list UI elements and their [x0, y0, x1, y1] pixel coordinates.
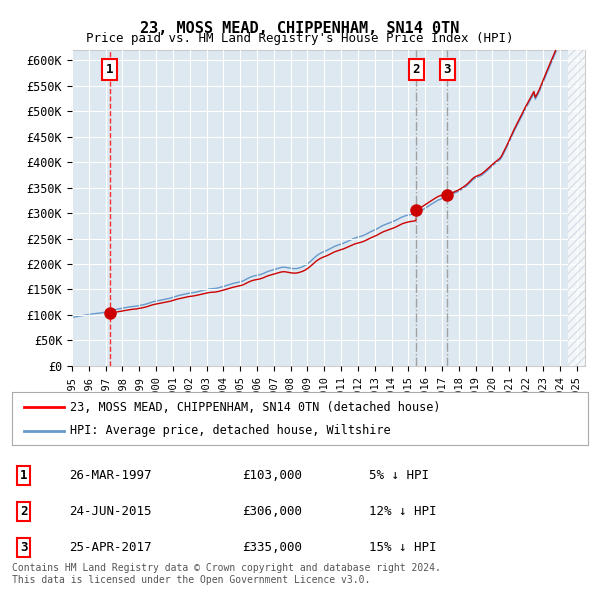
Text: 26-MAR-1997: 26-MAR-1997 — [70, 469, 152, 482]
Text: 2: 2 — [20, 505, 27, 518]
Text: This data is licensed under the Open Government Licence v3.0.: This data is licensed under the Open Gov… — [12, 575, 370, 585]
Text: £103,000: £103,000 — [242, 469, 302, 482]
Text: 24-JUN-2015: 24-JUN-2015 — [70, 505, 152, 518]
Text: HPI: Average price, detached house, Wiltshire: HPI: Average price, detached house, Wilt… — [70, 424, 390, 437]
Text: Price paid vs. HM Land Registry's House Price Index (HPI): Price paid vs. HM Land Registry's House … — [86, 32, 514, 45]
Text: £335,000: £335,000 — [242, 541, 302, 554]
Text: Contains HM Land Registry data © Crown copyright and database right 2024.: Contains HM Land Registry data © Crown c… — [12, 562, 441, 572]
Text: 3: 3 — [443, 63, 451, 76]
Polygon shape — [568, 50, 585, 366]
Text: 1: 1 — [20, 469, 27, 482]
Text: 23, MOSS MEAD, CHIPPENHAM, SN14 0TN (detached house): 23, MOSS MEAD, CHIPPENHAM, SN14 0TN (det… — [70, 401, 440, 414]
Text: £306,000: £306,000 — [242, 505, 302, 518]
Text: 25-APR-2017: 25-APR-2017 — [70, 541, 152, 554]
Text: 2: 2 — [413, 63, 420, 76]
Text: 15% ↓ HPI: 15% ↓ HPI — [369, 541, 437, 554]
Text: 5% ↓ HPI: 5% ↓ HPI — [369, 469, 429, 482]
Text: 3: 3 — [20, 541, 27, 554]
Text: 23, MOSS MEAD, CHIPPENHAM, SN14 0TN: 23, MOSS MEAD, CHIPPENHAM, SN14 0TN — [140, 21, 460, 35]
Text: 12% ↓ HPI: 12% ↓ HPI — [369, 505, 437, 518]
Text: 1: 1 — [106, 63, 113, 76]
